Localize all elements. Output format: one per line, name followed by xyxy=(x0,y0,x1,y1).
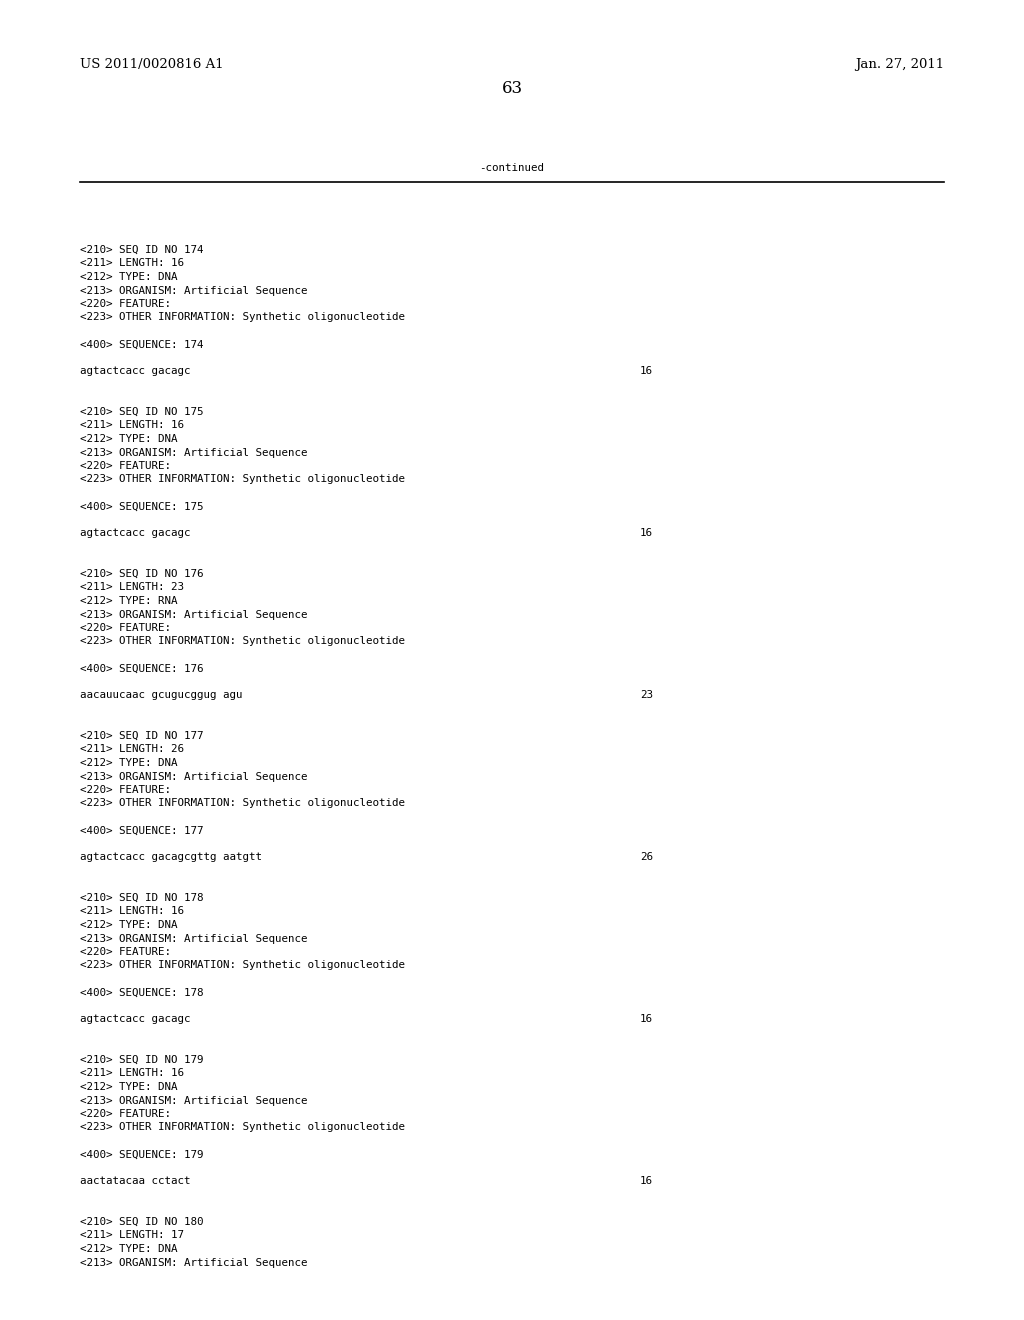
Text: <213> ORGANISM: Artificial Sequence: <213> ORGANISM: Artificial Sequence xyxy=(80,1258,307,1267)
Text: <223> OTHER INFORMATION: Synthetic oligonucleotide: <223> OTHER INFORMATION: Synthetic oligo… xyxy=(80,636,406,647)
Text: agtactcacc gacagcgttg aatgtt: agtactcacc gacagcgttg aatgtt xyxy=(80,853,262,862)
Text: aacauucaac gcugucggug agu: aacauucaac gcugucggug agu xyxy=(80,690,243,701)
Text: aactatacaa cctact: aactatacaa cctact xyxy=(80,1176,190,1187)
Text: <213> ORGANISM: Artificial Sequence: <213> ORGANISM: Artificial Sequence xyxy=(80,610,307,619)
Text: <210> SEQ ID NO 175: <210> SEQ ID NO 175 xyxy=(80,407,204,417)
Text: <211> LENGTH: 16: <211> LENGTH: 16 xyxy=(80,259,184,268)
Text: <400> SEQUENCE: 177: <400> SEQUENCE: 177 xyxy=(80,825,204,836)
Text: <211> LENGTH: 23: <211> LENGTH: 23 xyxy=(80,582,184,593)
Text: <211> LENGTH: 16: <211> LENGTH: 16 xyxy=(80,1068,184,1078)
Text: <213> ORGANISM: Artificial Sequence: <213> ORGANISM: Artificial Sequence xyxy=(80,933,307,944)
Text: <220> FEATURE:: <220> FEATURE: xyxy=(80,946,171,957)
Text: <211> LENGTH: 16: <211> LENGTH: 16 xyxy=(80,907,184,916)
Text: <213> ORGANISM: Artificial Sequence: <213> ORGANISM: Artificial Sequence xyxy=(80,447,307,458)
Text: <220> FEATURE:: <220> FEATURE: xyxy=(80,1109,171,1119)
Text: 63: 63 xyxy=(502,81,522,96)
Text: <400> SEQUENCE: 178: <400> SEQUENCE: 178 xyxy=(80,987,204,998)
Text: <212> TYPE: DNA: <212> TYPE: DNA xyxy=(80,920,177,931)
Text: <210> SEQ ID NO 176: <210> SEQ ID NO 176 xyxy=(80,569,204,579)
Text: <400> SEQUENCE: 179: <400> SEQUENCE: 179 xyxy=(80,1150,204,1159)
Text: -continued: -continued xyxy=(479,162,545,173)
Text: <400> SEQUENCE: 175: <400> SEQUENCE: 175 xyxy=(80,502,204,511)
Text: <220> FEATURE:: <220> FEATURE: xyxy=(80,785,171,795)
Text: <212> TYPE: DNA: <212> TYPE: DNA xyxy=(80,272,177,282)
Text: <223> OTHER INFORMATION: Synthetic oligonucleotide: <223> OTHER INFORMATION: Synthetic oligo… xyxy=(80,961,406,970)
Text: <213> ORGANISM: Artificial Sequence: <213> ORGANISM: Artificial Sequence xyxy=(80,771,307,781)
Text: <212> TYPE: RNA: <212> TYPE: RNA xyxy=(80,597,177,606)
Text: <211> LENGTH: 16: <211> LENGTH: 16 xyxy=(80,421,184,430)
Text: <220> FEATURE:: <220> FEATURE: xyxy=(80,623,171,634)
Text: <400> SEQUENCE: 174: <400> SEQUENCE: 174 xyxy=(80,339,204,350)
Text: <220> FEATURE:: <220> FEATURE: xyxy=(80,461,171,471)
Text: <400> SEQUENCE: 176: <400> SEQUENCE: 176 xyxy=(80,664,204,673)
Text: <212> TYPE: DNA: <212> TYPE: DNA xyxy=(80,758,177,768)
Text: 26: 26 xyxy=(640,853,653,862)
Text: <210> SEQ ID NO 178: <210> SEQ ID NO 178 xyxy=(80,894,204,903)
Text: <213> ORGANISM: Artificial Sequence: <213> ORGANISM: Artificial Sequence xyxy=(80,285,307,296)
Text: <211> LENGTH: 26: <211> LENGTH: 26 xyxy=(80,744,184,755)
Text: <210> SEQ ID NO 177: <210> SEQ ID NO 177 xyxy=(80,731,204,741)
Text: <212> TYPE: DNA: <212> TYPE: DNA xyxy=(80,1082,177,1092)
Text: <220> FEATURE:: <220> FEATURE: xyxy=(80,300,171,309)
Text: <223> OTHER INFORMATION: Synthetic oligonucleotide: <223> OTHER INFORMATION: Synthetic oligo… xyxy=(80,474,406,484)
Text: agtactcacc gacagc: agtactcacc gacagc xyxy=(80,528,190,539)
Text: <210> SEQ ID NO 174: <210> SEQ ID NO 174 xyxy=(80,246,204,255)
Text: <211> LENGTH: 17: <211> LENGTH: 17 xyxy=(80,1230,184,1241)
Text: <212> TYPE: DNA: <212> TYPE: DNA xyxy=(80,1243,177,1254)
Text: 16: 16 xyxy=(640,1015,653,1024)
Text: Jan. 27, 2011: Jan. 27, 2011 xyxy=(855,58,944,71)
Text: 23: 23 xyxy=(640,690,653,701)
Text: agtactcacc gacagc: agtactcacc gacagc xyxy=(80,367,190,376)
Text: <213> ORGANISM: Artificial Sequence: <213> ORGANISM: Artificial Sequence xyxy=(80,1096,307,1106)
Text: 16: 16 xyxy=(640,1176,653,1187)
Text: <223> OTHER INFORMATION: Synthetic oligonucleotide: <223> OTHER INFORMATION: Synthetic oligo… xyxy=(80,799,406,808)
Text: 16: 16 xyxy=(640,528,653,539)
Text: <223> OTHER INFORMATION: Synthetic oligonucleotide: <223> OTHER INFORMATION: Synthetic oligo… xyxy=(80,313,406,322)
Text: agtactcacc gacagc: agtactcacc gacagc xyxy=(80,1015,190,1024)
Text: <223> OTHER INFORMATION: Synthetic oligonucleotide: <223> OTHER INFORMATION: Synthetic oligo… xyxy=(80,1122,406,1133)
Text: <212> TYPE: DNA: <212> TYPE: DNA xyxy=(80,434,177,444)
Text: 16: 16 xyxy=(640,367,653,376)
Text: <210> SEQ ID NO 180: <210> SEQ ID NO 180 xyxy=(80,1217,204,1228)
Text: <210> SEQ ID NO 179: <210> SEQ ID NO 179 xyxy=(80,1055,204,1065)
Text: US 2011/0020816 A1: US 2011/0020816 A1 xyxy=(80,58,223,71)
